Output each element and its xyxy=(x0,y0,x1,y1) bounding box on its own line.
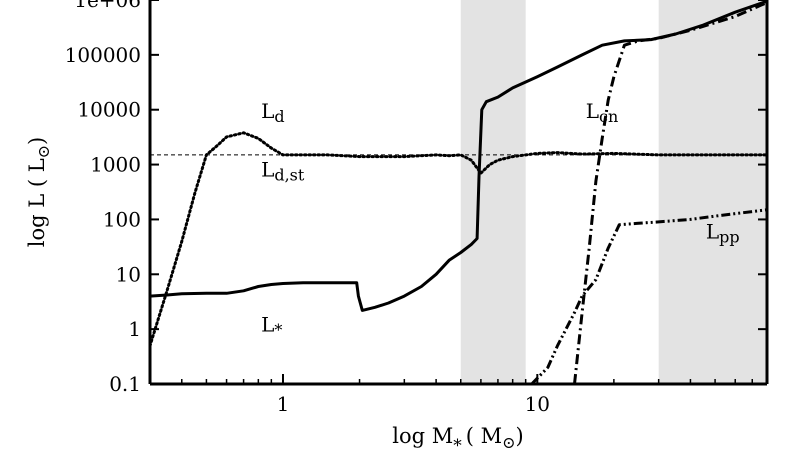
shaded-region-1 xyxy=(460,0,526,384)
series-label-main: L xyxy=(261,99,274,123)
y-tick-label: 1e+06 xyxy=(74,0,141,12)
y-tick-label: 100 xyxy=(103,207,141,231)
x-axis-title-sub: * xyxy=(453,436,462,456)
series-label-sub: * xyxy=(274,321,282,340)
series-line-ld xyxy=(150,131,767,348)
y-axis-title-main: log L ( L xyxy=(25,158,49,247)
series-label-main: L xyxy=(706,219,719,243)
shaded-regions xyxy=(460,0,767,384)
series-label-main: L xyxy=(261,158,274,182)
series-label-ld: Ld xyxy=(261,99,285,126)
axes xyxy=(148,0,769,386)
series-label-main: L xyxy=(261,313,274,337)
series-label-lcn: Lcn xyxy=(586,99,619,126)
x-axis-title: log M*( M⊙) xyxy=(392,424,523,456)
series-group xyxy=(150,0,767,384)
series-label-main: L xyxy=(586,99,599,123)
series-label-sub: pp xyxy=(719,227,739,246)
y-tick-label: 10 xyxy=(116,262,141,286)
series-label-sub: cn xyxy=(599,107,618,126)
y-axis-title-close: ) xyxy=(25,137,49,145)
x-tick-label: 10 xyxy=(525,392,550,416)
y-tick-label: 100000 xyxy=(65,43,141,67)
y-tick-label: 0.1 xyxy=(109,372,141,396)
series-line-l xyxy=(150,0,767,312)
series-label-sub: d xyxy=(274,107,284,126)
shaded-region-2 xyxy=(658,0,767,384)
y-tick-label: 1 xyxy=(128,317,141,341)
series-line-lpp xyxy=(530,208,767,384)
series-label-l: L* xyxy=(261,313,282,340)
y-axis-title-sub: ⊙ xyxy=(34,145,53,158)
series-label-ld-st: Ld,st xyxy=(261,158,305,185)
y-tick-label: 10000 xyxy=(77,98,141,122)
ticks: 0.1 1 10 100 1000 10000 100000 1e+06 1 10 xyxy=(65,0,767,416)
series-label-sub: d,st xyxy=(274,166,305,185)
x-axis-title-main: log M xyxy=(392,424,453,448)
series-label-lpp: Lpp xyxy=(706,219,740,246)
x-axis-title-close: ) xyxy=(516,424,524,448)
x-axis-title-unit: ( M xyxy=(466,424,502,448)
y-tick-label: 1000 xyxy=(90,153,141,177)
x-axis-title-unit-sub: ⊙ xyxy=(502,433,515,452)
y-axis-title: log L ( L⊙) xyxy=(25,137,53,248)
x-tick-label: 1 xyxy=(277,392,290,416)
